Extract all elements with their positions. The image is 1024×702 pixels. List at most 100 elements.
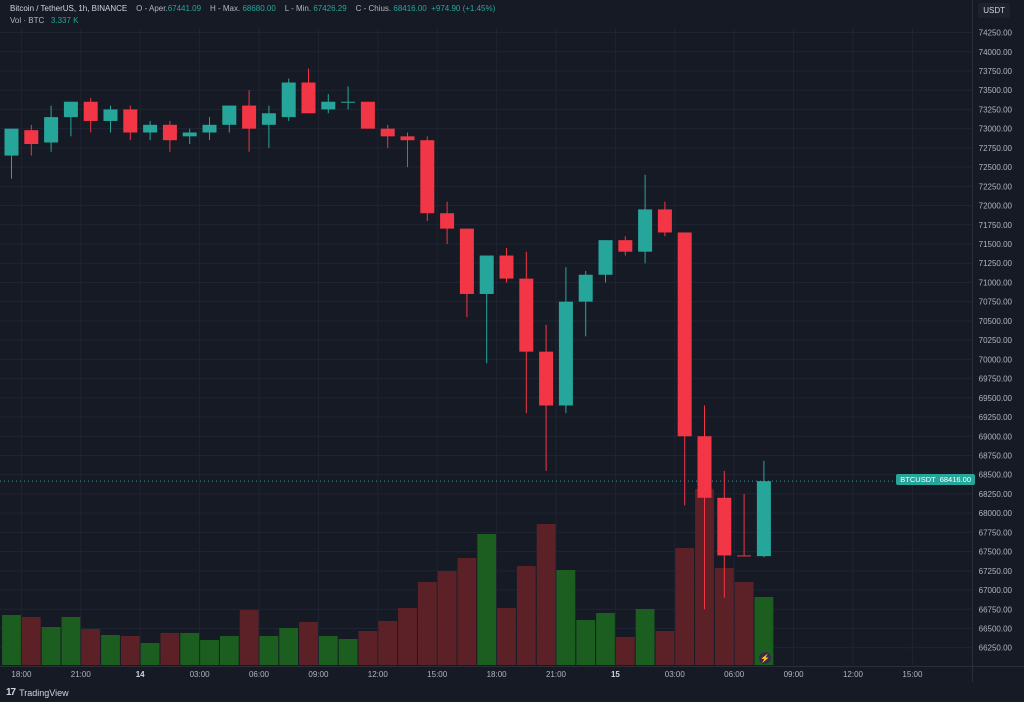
volume-bar [516,566,536,665]
price-tick-label: 71500.00 [979,240,1013,249]
price-tick-label: 73500.00 [979,86,1013,95]
volume-bar [437,571,457,665]
time-tick-label: 15 [611,670,620,679]
open-label: O - Aper. [136,4,168,13]
price-tick-label: 67500.00 [979,548,1013,557]
candle-body [63,101,78,118]
price-tick-label: 71750.00 [979,221,1013,230]
price-tick-label: 69250.00 [979,413,1013,422]
volume-bar [398,608,417,665]
candle-body [123,109,138,133]
currency-unit-button[interactable]: USDT [978,3,1010,18]
price-tick-label: 74250.00 [979,29,1013,38]
candle-body [519,278,534,352]
price-tick-label: 69750.00 [979,375,1013,384]
candle-body [440,213,455,229]
volume-bar [417,582,437,665]
close-label: C - Chius. [355,4,392,13]
volume-bar [477,534,497,665]
price-tick-label: 72000.00 [979,202,1013,211]
volume-bar [259,636,279,665]
candle-body [4,128,19,156]
time-tick-label: 06:00 [249,670,270,679]
candle-body [83,101,98,121]
price-tick-label: 70000.00 [979,355,1013,364]
time-tick-label: 15:00 [427,670,448,679]
candle-body [281,82,296,118]
price-tick-label: 68250.00 [979,490,1013,499]
tradingview-logo[interactable]: 17 TradingView [6,687,69,698]
candle-body [380,128,395,137]
time-tick-label: 21:00 [71,670,92,679]
price-tick-label: 70250.00 [979,336,1013,345]
candle-body [162,124,177,141]
candle-body [657,209,672,233]
close-value: 68416.00 [393,4,427,13]
candle-body [638,209,653,252]
price-tick-label: 68500.00 [979,471,1013,480]
volume-bar [576,620,596,665]
time-tick-label: 03:00 [665,670,686,679]
price-tick-label: 70500.00 [979,317,1013,326]
time-tick-label: 14 [136,670,145,679]
volume-value: 3.337 K [50,16,79,25]
volume-bar [734,582,754,665]
volume-bar [556,570,576,665]
symbol-title: Bitcoin / TetherUS, 1h, BINANCE [10,4,128,13]
candle-body [697,436,712,498]
volume-bar [635,609,655,665]
time-tick-label: 09:00 [308,670,329,679]
price-tick-label: 66250.00 [979,644,1013,653]
volume-bar [338,639,358,665]
volume-bar [299,622,318,665]
volume-bar [536,524,556,665]
low-value: 67426.29 [313,4,347,13]
price-axis: 66250.00 66500.00 66750.00 67000.00 67250.00… [972,0,1013,682]
price-tick-label: 67250.00 [979,567,1013,576]
volume-label: Vol · BTC [10,16,45,25]
volume-bar [219,636,239,665]
brand-name: TradingView [19,687,69,698]
time-axis: 18:00 21:00 14 03:00 06:00 09:00 12:00 15:00 18:… [0,666,1024,679]
candle-body [420,140,435,214]
volume-bar [378,621,398,665]
candle-body [400,136,415,141]
high-value: 68680.00 [242,4,276,13]
time-tick-label: 03:00 [190,670,211,679]
price-tick-label: 67000.00 [979,586,1013,595]
price-tick-label: 73000.00 [979,125,1013,134]
candle-body [301,82,316,114]
time-tick-label: 12:00 [368,670,389,679]
candle-body [756,481,771,557]
candle-body [479,255,494,294]
price-tick-label: 69000.00 [979,432,1013,441]
candle-body [578,274,593,302]
candle-body [182,132,197,137]
candle-body [44,117,59,143]
candle-body [143,124,158,133]
candle-body [598,240,613,275]
grid [0,28,972,665]
price-tick-label: 73250.00 [979,105,1013,114]
volume-bar [239,610,259,665]
time-tick-label: 18:00 [487,670,508,679]
candle-body [539,351,554,406]
volume-bar [318,636,338,665]
price-tag-value: 68416.00 [939,475,971,484]
volume-bar [160,633,180,665]
candle-body [737,555,752,557]
candle-body [341,101,356,103]
volume-bar [21,617,41,665]
candles [0,68,972,610]
last-price-tag: BTCUSDT 68416.00 [896,474,975,485]
open-value: 67441.09 [167,4,202,13]
candle-body [261,113,276,125]
price-tick-label: 72250.00 [979,182,1013,191]
bolt-icon[interactable]: ⚡ [759,652,771,664]
volume-bar [596,613,615,665]
high-label: H - Max. [209,4,241,13]
candle-body [321,101,336,110]
volume-bar [140,643,160,665]
